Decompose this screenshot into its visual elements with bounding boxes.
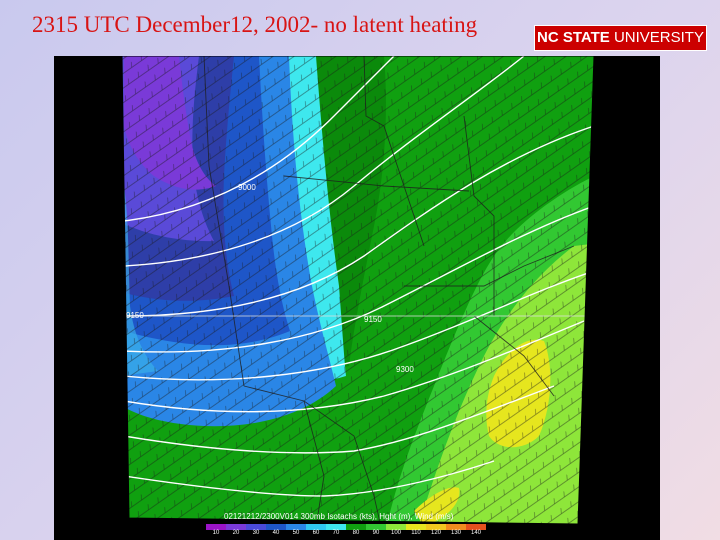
domain-outline	[121, 56, 595, 525]
contour-label: 9000	[238, 183, 256, 192]
colorbar-label: 110	[411, 530, 421, 536]
map-svg: 9000 9150 9150 9300	[121, 56, 595, 525]
isotach-map: 9000 9150 9150 9300 02121212/2300V014 30…	[54, 56, 660, 540]
colorbar-label: 120	[430, 530, 441, 536]
ncsu-logo: NC STATE UNIVERSITY	[534, 25, 707, 51]
colorbar-label: 50	[292, 530, 300, 536]
colorbar-swatch	[366, 524, 386, 530]
colorbar-swatch	[286, 524, 306, 530]
wind-barbs	[122, 56, 594, 524]
contour-line	[123, 385, 555, 454]
colorbar-label: 60	[312, 530, 320, 536]
contour-label: 9300	[396, 365, 414, 374]
contour-labels: 9000 9150 9150 9300	[126, 183, 414, 374]
map-domain	[122, 56, 594, 524]
colorbar-label: 70	[332, 530, 340, 536]
contour-line	[123, 125, 594, 317]
colorbar-swatch	[346, 524, 366, 530]
contour-line	[123, 320, 585, 413]
contour-line	[123, 270, 594, 381]
state-border	[303, 400, 325, 524]
colorbar-label: 90	[372, 530, 380, 536]
state-border	[463, 115, 495, 316]
colorbar-swatch	[206, 524, 226, 530]
colorbar-labels: 10 20 30 40 50 60 70 80 90 100 110 120 130 140	[206, 530, 486, 536]
state-border	[404, 245, 575, 287]
colorbar	[206, 524, 486, 530]
colorbar-swatch	[446, 524, 466, 530]
state-border	[363, 56, 425, 247]
contour-label: 9150	[126, 311, 144, 320]
colorbar-swatch	[466, 524, 486, 530]
colorbar-label: 20	[232, 530, 240, 536]
map-caption: 02121212/2300V014 300mb Isotachs (kts), …	[224, 512, 454, 521]
contour-label: 9150	[364, 315, 382, 324]
contour-line	[123, 460, 495, 497]
colorbar-label: 130	[450, 530, 461, 536]
colorbar-label: 30	[252, 530, 260, 536]
slide-title: 2315 UTC December12, 2002- no latent hea…	[32, 12, 478, 37]
ncsu-logo-regular: UNIVERSITY	[609, 29, 704, 46]
state-border	[243, 385, 385, 524]
height-contours	[123, 56, 594, 497]
ncsu-logo-bold: NC STATE	[537, 29, 610, 46]
state-border	[203, 56, 245, 387]
colorbar-label: 100	[390, 530, 401, 536]
colorbar-swatch	[246, 524, 266, 530]
state-borders	[203, 56, 575, 524]
state-border	[283, 175, 470, 192]
colorbar-label: 40	[272, 530, 280, 536]
colorbar-swatch	[266, 524, 286, 530]
colorbar-swatch	[426, 524, 446, 530]
colorbar-label: 10	[212, 530, 220, 536]
colorbar-swatch	[406, 524, 426, 530]
contour-line	[123, 56, 525, 267]
colorbar-swatch	[386, 524, 406, 530]
contour-line	[123, 56, 395, 222]
colorbar-label: 80	[352, 530, 360, 536]
colorbar-swatch	[326, 524, 346, 530]
state-border	[473, 315, 555, 397]
contour-line	[123, 205, 594, 353]
colorbar-swatch	[226, 524, 246, 530]
colorbar-swatch	[306, 524, 326, 530]
colorbar-label: 140	[470, 530, 481, 536]
